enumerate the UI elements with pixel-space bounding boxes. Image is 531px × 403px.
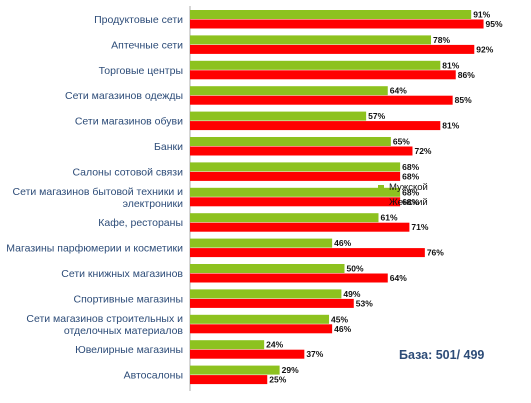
- bar-female: [190, 44, 475, 54]
- value-label-male: 61%: [380, 213, 397, 223]
- bar-female: [190, 248, 425, 258]
- value-label-male: 45%: [331, 314, 348, 324]
- bar-male: [190, 60, 441, 70]
- bar-male: [190, 314, 330, 324]
- category-label: Салоны сотовой связи: [72, 166, 183, 178]
- bar-male: [190, 213, 379, 223]
- legend-swatch-female: [378, 199, 384, 206]
- bar-male: [190, 111, 367, 121]
- bar-female: [190, 273, 388, 283]
- category-label: Банки: [154, 141, 183, 153]
- category-label: Кафе, рестораны: [98, 217, 183, 229]
- value-label-female: 68%: [402, 171, 419, 181]
- value-label-male: 49%: [343, 289, 360, 299]
- bar-male: [190, 187, 401, 197]
- category-label: Сети магазинов обуви: [75, 116, 183, 128]
- value-label-female: 85%: [455, 95, 472, 105]
- bar-male: [190, 289, 342, 299]
- legend-item-female: Женский: [378, 195, 428, 210]
- bar-male: [190, 340, 265, 350]
- bar-female: [190, 349, 305, 359]
- value-label-female: 95%: [486, 19, 503, 29]
- bar-female: [190, 70, 456, 80]
- bar-male: [190, 365, 280, 375]
- bar-female: [190, 95, 453, 105]
- bar-male: [190, 35, 432, 45]
- value-label-male: 91%: [473, 10, 490, 20]
- bar-female: [190, 19, 484, 29]
- value-label-male: 65%: [393, 137, 410, 147]
- value-label-female: 64%: [390, 273, 407, 283]
- category-label: Спортивные магазины: [74, 293, 183, 305]
- bar-male: [190, 86, 388, 96]
- value-label-female: 37%: [306, 349, 323, 359]
- value-label-male: 46%: [334, 238, 351, 248]
- category-label: Сети магазинов одежды: [65, 90, 183, 102]
- bar-male: [190, 137, 391, 146]
- category-label: Магазины парфюмерии и косметики: [6, 243, 183, 255]
- legend: Мужской Женский: [378, 180, 428, 210]
- legend-item-male: Мужской: [378, 180, 428, 195]
- bar-female: [190, 375, 268, 385]
- value-label-female: 68%: [402, 197, 419, 207]
- legend-label-male: Мужской: [389, 182, 428, 193]
- value-label-male: 68%: [402, 162, 419, 172]
- bar-female: [190, 298, 354, 308]
- category-label: Торговые центры: [99, 65, 183, 77]
- value-label-female: 86%: [458, 70, 475, 80]
- value-label-male: 68%: [402, 187, 419, 197]
- bar-female: [190, 324, 333, 334]
- value-label-female: 81%: [442, 121, 459, 131]
- value-label-male: 57%: [368, 111, 385, 121]
- category-label: Сети магазинов бытовой техники и электрон…: [13, 186, 184, 210]
- value-label-female: 25%: [269, 375, 286, 385]
- value-label-female: 92%: [476, 44, 493, 54]
- legend-swatch-male: [378, 184, 384, 191]
- value-label-female: 72%: [414, 146, 431, 156]
- bar-male: [190, 162, 401, 172]
- value-label-female: 53%: [356, 298, 373, 308]
- category-label: Продуктовые сети: [94, 14, 183, 26]
- category-label: Сети книжных магазинов: [61, 268, 183, 280]
- category-label: Ювелирные магазины: [75, 344, 183, 356]
- bar-female: [190, 222, 410, 232]
- bar-female: [190, 197, 401, 207]
- value-label-male: 50%: [347, 264, 364, 274]
- value-label-male: 78%: [433, 35, 450, 45]
- category-label: Сети магазинов строительных и отделочных …: [26, 313, 183, 337]
- value-label-female: 46%: [334, 324, 351, 334]
- category-label: Аптечные сети: [111, 39, 183, 51]
- sample-base-note: База: 501/ 499: [399, 348, 485, 362]
- bar-male: [190, 264, 345, 273]
- category-label: Автосалоны: [124, 370, 183, 382]
- bar-male: [190, 10, 472, 19]
- value-label-female: 76%: [427, 248, 444, 258]
- bar-female: [190, 171, 401, 181]
- bar-male: [190, 238, 333, 248]
- value-label-male: 81%: [442, 60, 459, 70]
- legend-label-female: Женский: [389, 197, 428, 208]
- value-label-male: 24%: [266, 340, 283, 350]
- bar-female: [190, 121, 441, 131]
- value-label-male: 29%: [282, 365, 299, 375]
- value-label-female: 71%: [411, 222, 428, 232]
- value-label-male: 64%: [390, 86, 407, 96]
- bar-female: [190, 146, 413, 156]
